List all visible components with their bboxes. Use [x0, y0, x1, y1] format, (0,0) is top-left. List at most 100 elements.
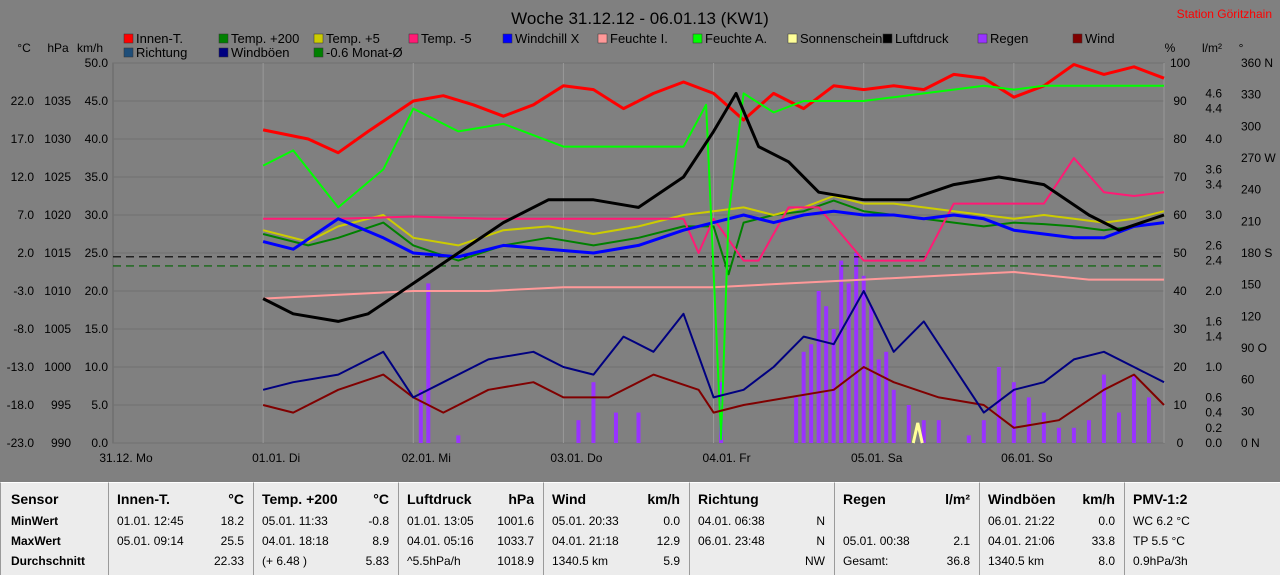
stats-cell-value: -0.8: [368, 514, 389, 528]
axis-unit: °: [1239, 41, 1244, 55]
rain-bar: [816, 291, 821, 443]
stats-cell-value: 33.8: [1091, 534, 1115, 548]
rain-tick: 2.6: [1205, 238, 1222, 252]
direction-tick: 300: [1241, 119, 1261, 133]
wind-tick: 25.0: [85, 246, 109, 260]
stats-panel-title: Richtung: [698, 491, 759, 507]
rain-tick: 1.6: [1205, 314, 1222, 328]
rain-tick: 3.0: [1205, 208, 1222, 222]
stats-panel: Innen-T. °C 01.01. 12:45 18.2 05.01. 09:14 25…: [108, 482, 254, 575]
legend: Innen-T. Temp. +200 Temp. +5 Temp. -5 Windch…: [123, 31, 1115, 60]
stats-panel-unit: km/h: [1082, 491, 1115, 507]
legend-swatch: [787, 33, 798, 44]
pressure-tick: 1025: [44, 170, 71, 184]
legend-label: Regen: [990, 31, 1028, 46]
direction-tick: 180 S: [1241, 246, 1272, 260]
rain-bar: [591, 382, 596, 443]
legend-label: Richtung: [136, 45, 187, 60]
wind-tick: 15.0: [85, 322, 109, 336]
stats-cell-value: 0.0: [663, 514, 680, 528]
rain-tick: 1.4: [1205, 330, 1222, 344]
series-lines: [113, 63, 1165, 444]
stats-cell-value: 5.9: [663, 554, 680, 568]
legend-swatch: [692, 33, 703, 44]
rain-bar: [1011, 382, 1016, 443]
rain-bar: [831, 329, 836, 443]
stats-cell-time: 05.01. 20:33: [552, 514, 619, 528]
legend-label: Temp. +200: [231, 31, 299, 46]
day-label: 02.01. Mi: [402, 451, 451, 465]
stats-panel-unit: °C: [373, 491, 389, 507]
stats-panel-title: Regen: [843, 491, 886, 507]
rain-bar: [936, 420, 941, 443]
humidity-tick: 20: [1173, 360, 1187, 374]
stats-cell-time: 04.01. 06:38: [698, 514, 765, 528]
temp-tick: -3.0: [13, 284, 34, 298]
legend-item: Sonnenschein: [787, 31, 882, 46]
rain-bar: [884, 351, 889, 443]
stats-panel: PMV-1:2 WC 6.2 °C TP 5.5 °C 0.9hPa/3h: [1124, 482, 1280, 575]
stats-cell-value: 8.0: [1098, 554, 1115, 568]
stats-cell-time: ^5.5hPa/h: [407, 554, 461, 568]
legend-item: Temp. +5: [313, 31, 380, 46]
series-line: [262, 290, 1165, 414]
legend-label: -0.6 Monat-Ø: [326, 45, 403, 60]
stats-panel: Regen l/m² 05.01. 00:38 2.1 Gesamt: 36.8: [834, 482, 980, 575]
legend-swatch: [123, 33, 134, 44]
rain-bar: [418, 389, 423, 443]
wind-tick: 40.0: [85, 132, 109, 146]
stats-panel-unit: °C: [228, 491, 244, 507]
rain-bar: [876, 359, 881, 443]
legend-swatch: [977, 33, 988, 44]
temp-tick: 22.0: [11, 94, 35, 108]
stats-cell-value: 8.9: [372, 534, 389, 548]
rain-bar: [869, 306, 874, 443]
humidity-tick: 80: [1173, 132, 1187, 146]
wind-tick: 20.0: [85, 284, 109, 298]
temp-tick: 17.0: [11, 132, 35, 146]
legend-item: Temp. +200: [218, 31, 299, 46]
axis-unit: °C: [17, 41, 31, 55]
legend-label: Temp. +5: [326, 31, 380, 46]
wind-tick: 45.0: [85, 94, 109, 108]
series-line: [263, 157, 1165, 262]
rain-tick: 4.0: [1205, 132, 1222, 146]
wind-tick: 35.0: [85, 170, 109, 184]
rain-tick: 0.6: [1205, 390, 1222, 404]
pressure-tick: 1015: [44, 246, 71, 260]
stats-cell-time: 1340.5 km: [988, 554, 1045, 568]
stats-cell-time: 04.01. 18:18: [262, 534, 329, 548]
rain-bar: [1101, 374, 1106, 443]
legend-swatch: [123, 47, 134, 58]
temp-tick: -13.0: [7, 360, 35, 374]
stats-cell-value: 25.5: [220, 534, 244, 548]
stats-panel-title: Luftdruck: [407, 491, 472, 507]
axis-unit: l/m²: [1202, 41, 1222, 55]
rain-bar: [996, 367, 1001, 443]
stats-panel-title: Innen-T.: [117, 491, 170, 507]
rain-bar: [921, 420, 926, 443]
stats-row-label: MaxWert: [11, 534, 61, 548]
rain-bar: [426, 283, 431, 443]
wind-tick: 50.0: [85, 56, 109, 70]
stats-panel-unit: l/m²: [945, 491, 970, 507]
stats-cell-value: N: [816, 534, 825, 548]
legend-swatch: [502, 33, 513, 44]
rain-bar: [794, 397, 799, 443]
direction-tick: 210: [1241, 214, 1261, 228]
rain-bar: [966, 435, 971, 443]
temp-tick: -8.0: [13, 322, 34, 336]
stats-row-label: MinWert: [11, 514, 59, 528]
rain-bar: [906, 405, 911, 443]
pressure-tick: 1000: [44, 360, 71, 374]
rain-bar: [861, 275, 866, 443]
legend-item: Feuchte A.: [692, 31, 767, 46]
stats-cell-time: TP 5.5 °C: [1133, 534, 1185, 548]
rain-bar: [801, 351, 806, 443]
rain-bar: [824, 306, 829, 443]
stats-panel-title: Wind: [552, 491, 587, 507]
stats-cell-time: 05.01. 11:33: [262, 514, 328, 528]
legend-label: Temp. -5: [421, 31, 472, 46]
stats-cell-value: 1033.7: [497, 534, 534, 548]
stats-row-labels: Sensor MinWert MaxWert Durchschnitt: [0, 482, 109, 575]
